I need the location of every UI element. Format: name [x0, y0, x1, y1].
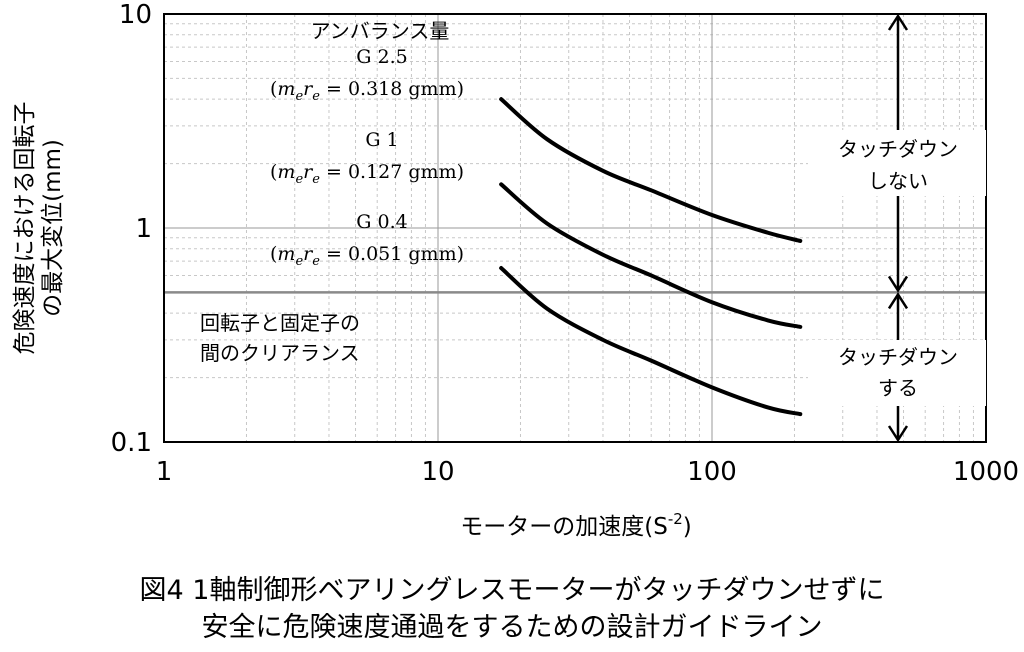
upper-arrow-head-bottom	[887, 275, 909, 293]
plot-frame	[163, 13, 987, 443]
symbol-r: r	[303, 161, 314, 183]
clearance-label-line2: 間のクリアランス	[200, 341, 360, 365]
plot-border	[163, 13, 987, 443]
series-line-2	[499, 182, 803, 329]
x-axis-title-close: )	[683, 514, 692, 540]
series-label-g04: G 0.4	[356, 211, 407, 233]
caption-line2: 安全に危険速度通過をするための設計ガイドライン	[201, 612, 823, 643]
x-tick-label: 1000	[953, 457, 1019, 487]
lower-arrow-head-top	[887, 292, 909, 310]
region-lower-line1: タッチダウン	[838, 345, 958, 369]
symbol-r: r	[303, 78, 314, 100]
figure-caption: 図4 1軸制御形ベアリングレスモーターがタッチダウンせずに 安全に危険速度通過を…	[0, 572, 1024, 646]
series-label-g25: G 2.5	[356, 46, 407, 68]
y-axis-title-line2: の最大変位(mm)	[40, 139, 66, 317]
series-lines	[499, 97, 803, 417]
x-tick-label: 100	[687, 457, 737, 487]
x-axis-title: モーターの加速度(S-2)	[460, 510, 692, 540]
unbalance-header: アンバランス量	[311, 19, 450, 43]
series-line-3	[499, 266, 803, 417]
region-upper-line1: タッチダウン	[838, 137, 958, 161]
symbol-m: m	[277, 243, 295, 265]
caption-line1: 図4 1軸制御形ベアリングレスモーターがタッチダウンせずに	[139, 575, 885, 606]
series-formula-g04: (mere = 0.051 gmm)	[270, 243, 464, 269]
clearance-label-line1: 回転子と固定子の	[200, 311, 360, 335]
region-upper-line2: しない	[868, 169, 928, 193]
subscript-e: e	[295, 172, 303, 187]
subscript-e: e	[312, 89, 320, 104]
series-formula-g1: (mere = 0.127 gmm)	[270, 161, 464, 187]
symbol-m: m	[277, 161, 295, 183]
y-axis-title: 危険速度における回転子 の最大変位(mm)	[12, 102, 66, 355]
subscript-e: e	[312, 254, 320, 269]
x-axis-title-main: モーターの加速度(S	[460, 514, 668, 540]
x-axis-title-sup: -2	[668, 510, 683, 528]
series-line-1	[499, 97, 803, 243]
lower-arrow-head-bottom	[887, 425, 909, 443]
y-axis-title-line1: 危険速度における回転子	[12, 102, 38, 355]
formula-value: = 0.318 gmm)	[320, 78, 464, 100]
symbol-m: m	[277, 78, 295, 100]
paren-open: (	[270, 243, 277, 265]
y-tick-label: 0.1	[111, 428, 152, 458]
symbol-r: r	[303, 243, 314, 265]
formula-value: = 0.051 gmm)	[320, 243, 464, 265]
paren-open: (	[270, 78, 277, 100]
x-tick-label: 10	[421, 457, 454, 487]
region-label-upper: タッチダウン しない	[808, 130, 986, 196]
series-formula-g25: (mere = 0.318 gmm)	[270, 78, 464, 104]
subscript-e: e	[295, 89, 303, 104]
y-tick-label: 1	[135, 214, 152, 244]
subscript-e: e	[312, 172, 320, 187]
formula-value: = 0.127 gmm)	[320, 161, 464, 183]
y-tick-label: 10	[119, 0, 152, 30]
region-lower-line2: する	[878, 376, 918, 400]
series-label-g1: G 1	[365, 129, 398, 151]
paren-open: (	[270, 161, 277, 183]
subscript-e: e	[295, 254, 303, 269]
region-label-lower: タッチダウン する	[808, 340, 986, 406]
upper-arrow-head-top	[887, 13, 909, 31]
x-tick-label: 1	[156, 457, 173, 487]
